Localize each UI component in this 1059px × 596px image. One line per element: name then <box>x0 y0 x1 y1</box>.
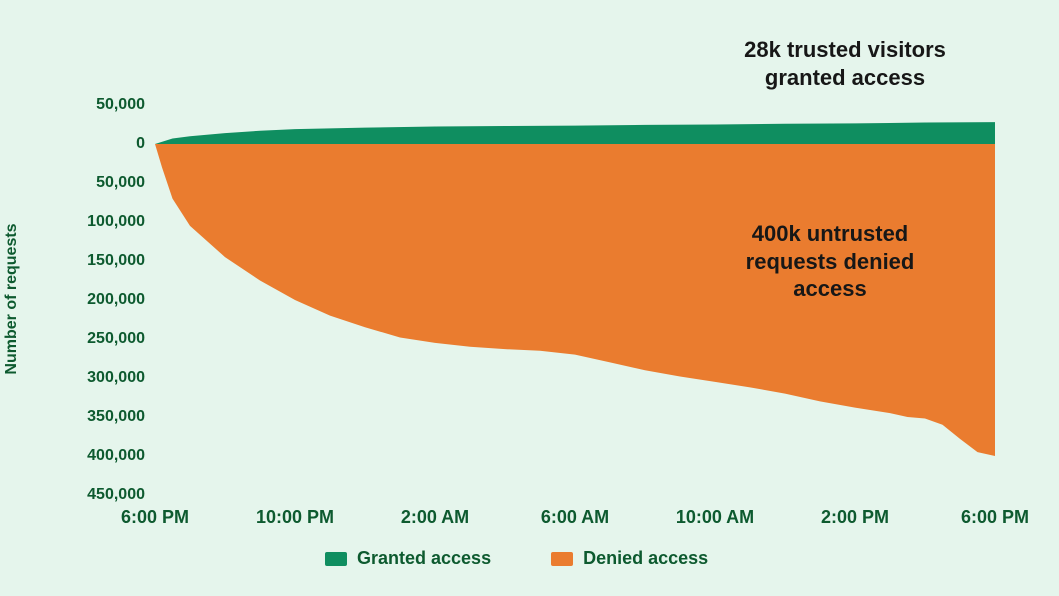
legend: Granted access Denied access <box>325 548 708 569</box>
annotation-denied: 400k untrusted requests denied access <box>710 220 950 303</box>
legend-item: Denied access <box>551 548 708 569</box>
annotation-granted-line1: 28k trusted visitors <box>715 36 975 64</box>
annotation-granted: 28k trusted visitors granted access <box>715 36 975 91</box>
x-tick-label: 2:00 AM <box>401 507 469 528</box>
access-chart: Number of requests 50,000050,000100,0001… <box>0 0 1059 596</box>
annotation-denied-line1: 400k untrusted <box>710 220 950 248</box>
x-tick-label: 10:00 AM <box>676 507 754 528</box>
legend-label: Denied access <box>583 548 708 569</box>
annotation-denied-line2: requests denied <box>710 248 950 276</box>
x-tick-label: 6:00 PM <box>961 507 1029 528</box>
legend-label: Granted access <box>357 548 491 569</box>
x-tick-label: 2:00 PM <box>821 507 889 528</box>
annotation-denied-line3: access <box>710 275 950 303</box>
annotation-granted-line2: granted access <box>715 64 975 92</box>
legend-swatch <box>325 552 347 566</box>
x-tick-label: 6:00 AM <box>541 507 609 528</box>
granted-area <box>155 122 995 144</box>
legend-swatch <box>551 552 573 566</box>
x-tick-label: 10:00 PM <box>256 507 334 528</box>
legend-item: Granted access <box>325 548 491 569</box>
x-tick-label: 6:00 PM <box>121 507 189 528</box>
